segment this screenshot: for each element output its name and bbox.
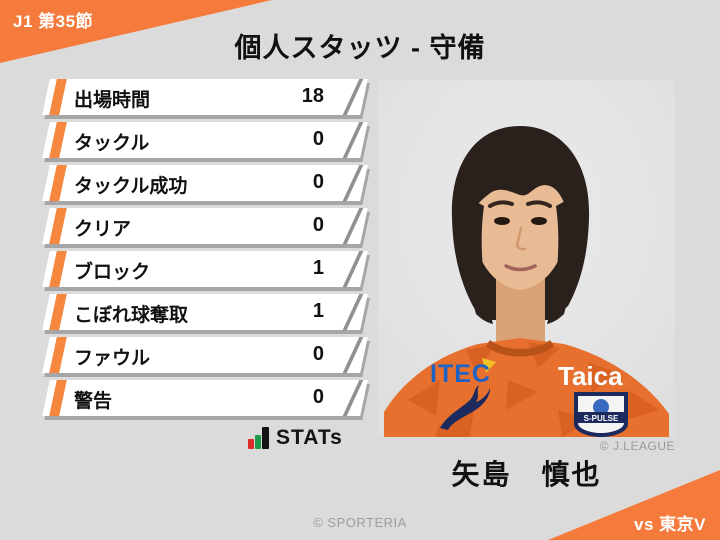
stat-value: 18: [301, 85, 324, 107]
club-crest: S-PULSE: [574, 392, 628, 437]
stat-label: 出場時間: [74, 90, 151, 111]
stats-brand-text: STATs: [276, 426, 343, 449]
nose: [515, 226, 527, 251]
puma-logo: [440, 385, 490, 430]
stat-row: 警告 0: [42, 380, 368, 416]
stat-label: タックル成功: [74, 176, 188, 197]
jersey-sponsor-right: Taica: [558, 361, 623, 391]
bar-chart-icon: [246, 425, 272, 449]
stat-row: ブロック 1: [42, 251, 368, 287]
stat-value: 0: [312, 343, 324, 365]
stat-label: ブロック: [74, 262, 151, 283]
eye-right: [531, 217, 547, 225]
jersey-collar: [486, 340, 554, 357]
jersey-pattern: [408, 342, 660, 437]
stat-row: こぼれ球奪取 1: [42, 294, 368, 330]
bar-green: [255, 435, 261, 449]
sporteria-credit: © SPORTERIA: [313, 515, 407, 530]
stats-brand-logo: STATs: [246, 424, 356, 452]
bar-red: [248, 439, 254, 449]
player-photo: ITEC Taica S-PULSE: [378, 80, 675, 437]
stat-label: ファウル: [74, 348, 151, 369]
stat-row: クリア 0: [42, 208, 368, 244]
itec-fan-icon: [482, 358, 496, 373]
photo-credit: © J.LEAGUE: [599, 439, 675, 453]
stat-row: タックル 0: [42, 122, 368, 158]
stat-label: クリア: [74, 219, 132, 240]
stat-row: 出場時間 18: [42, 79, 368, 115]
opponent-label: vs 東京V: [634, 515, 706, 534]
jersey-sponsor-left: ITEC: [430, 360, 491, 388]
mouth: [504, 264, 537, 272]
stat-row: ファウル 0: [42, 337, 368, 373]
bar-black: [262, 427, 269, 449]
matchday-label: J1 第35節: [13, 12, 94, 31]
stat-label: タックル: [74, 133, 150, 154]
stat-value: 0: [312, 214, 324, 236]
stat-value: 0: [312, 171, 324, 193]
stat-value: 1: [312, 257, 324, 279]
player-name: 矢島 慎也: [451, 459, 602, 490]
stat-value: 0: [312, 128, 324, 150]
stat-row: タックル成功 0: [42, 165, 368, 201]
hair-fringe: [471, 146, 569, 214]
crest-text: S-PULSE: [584, 414, 619, 423]
stat-label: 警告: [74, 391, 113, 412]
stat-value: 0: [312, 386, 324, 408]
stat-value: 1: [312, 300, 324, 322]
stat-label: こぼれ球奪取: [74, 305, 189, 326]
hair-side-left: [466, 200, 493, 324]
eyebrow-right: [526, 200, 552, 208]
eyebrow-left: [488, 200, 514, 208]
eye-left: [494, 217, 510, 225]
page-title: 個人スタッツ - 守備: [234, 33, 486, 63]
hair-side-right: [547, 200, 574, 324]
